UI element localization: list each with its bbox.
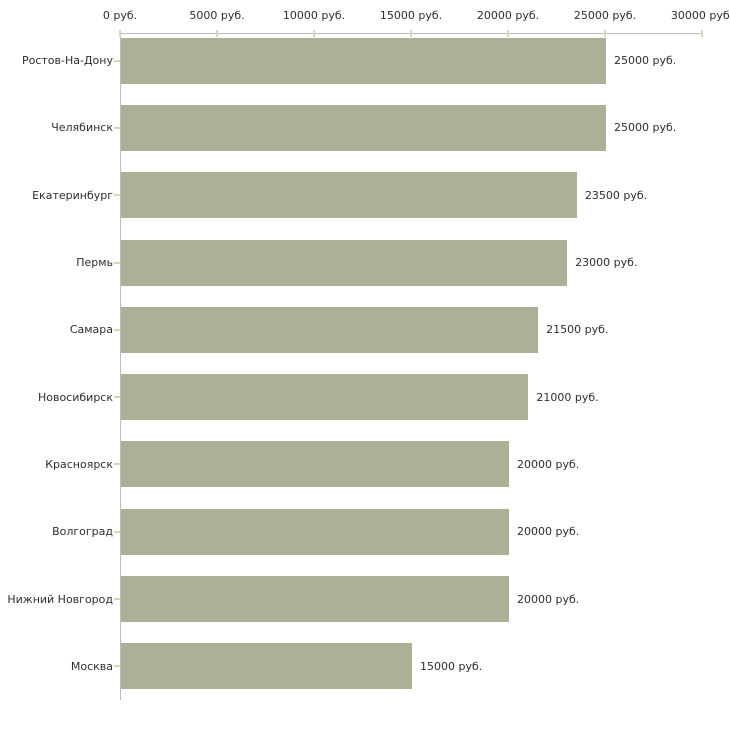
y-axis-tick-mark bbox=[114, 194, 120, 197]
category-label: Красноярск bbox=[45, 457, 113, 471]
y-axis-tick-mark bbox=[114, 126, 120, 129]
category-label: Самара bbox=[69, 323, 113, 337]
y-axis-tick-mark bbox=[114, 665, 120, 668]
category-label: Нижний Новгород bbox=[7, 592, 113, 606]
bar-value-label: 20000 руб. bbox=[517, 525, 580, 539]
bar bbox=[121, 576, 509, 623]
bar-row: 23500 руб. bbox=[121, 162, 721, 229]
bar-value-label: 23500 руб. bbox=[584, 188, 648, 202]
bar-value-label: 25000 руб. bbox=[614, 121, 677, 135]
bar-value-label: 15000 руб. bbox=[420, 659, 483, 673]
x-axis-tick-mark bbox=[507, 30, 509, 37]
x-axis-tick-mark bbox=[216, 30, 218, 37]
y-axis-tick-mark bbox=[114, 396, 120, 399]
bar-row: 20000 руб. bbox=[121, 431, 721, 498]
bar bbox=[121, 239, 568, 286]
x-axis-tick-mark bbox=[701, 30, 703, 37]
bar-value-label: 21500 руб. bbox=[546, 323, 609, 337]
y-axis-tick-mark bbox=[114, 328, 120, 331]
x-axis-tick-label: 25000 руб. bbox=[573, 9, 637, 22]
category-label: Волгоград bbox=[52, 525, 113, 539]
bar bbox=[121, 37, 606, 84]
bar-row: 20000 руб. bbox=[121, 498, 721, 565]
x-axis-tick-label: 30000 руб. bbox=[670, 9, 730, 22]
bar-row: 20000 руб. bbox=[121, 565, 721, 632]
x-axis-tick-label: 5000 руб. bbox=[189, 9, 245, 22]
bar bbox=[121, 508, 509, 555]
bar-row: 23000 руб. bbox=[121, 229, 721, 296]
y-axis-tick-mark bbox=[114, 598, 120, 601]
bar-value-label: 20000 руб. bbox=[517, 457, 580, 471]
bar bbox=[121, 172, 577, 219]
bar bbox=[121, 643, 412, 690]
bar-value-label: 20000 руб. bbox=[517, 592, 580, 606]
x-axis-tick-label: 15000 руб. bbox=[379, 9, 443, 22]
x-axis-tick-mark bbox=[410, 30, 412, 37]
bar-row: 25000 руб. bbox=[121, 94, 721, 161]
bar bbox=[121, 374, 529, 421]
bar-value-label: 23000 руб. bbox=[575, 256, 638, 270]
x-axis-tick-mark bbox=[604, 30, 606, 37]
bar-row: 15000 руб. bbox=[121, 633, 721, 700]
category-label: Челябинск bbox=[51, 121, 113, 135]
y-axis-line bbox=[120, 33, 121, 700]
bar-row: 21500 руб. bbox=[121, 296, 721, 363]
bar-value-label: 21000 руб. bbox=[536, 390, 599, 404]
y-axis-tick-mark bbox=[114, 463, 120, 466]
x-axis-tick-label: 20000 руб. bbox=[476, 9, 540, 22]
x-axis-tick-label: 0 руб. bbox=[102, 9, 138, 22]
x-axis-tick-mark bbox=[119, 30, 121, 37]
bar bbox=[121, 306, 539, 353]
bar-row: 21000 руб. bbox=[121, 363, 721, 430]
bar bbox=[121, 441, 509, 488]
x-axis-tick-label: 10000 руб. bbox=[282, 9, 346, 22]
y-axis-tick-mark bbox=[114, 59, 120, 62]
x-axis-tick-mark bbox=[313, 30, 315, 37]
category-label: Новосибирск bbox=[37, 390, 113, 404]
category-label: Ростов-На-Дону bbox=[21, 54, 113, 68]
x-axis-labels: 0 руб. 5000 руб. 10000 руб. 15000 руб. 20000… bbox=[0, 9, 730, 25]
category-label: Екатеринбург bbox=[32, 188, 113, 202]
bar-value-label: 25000 руб. bbox=[614, 54, 677, 68]
category-labels: Ростов-На-Дону Челябинск Екатеринбург Пермь… bbox=[0, 27, 113, 700]
bar bbox=[121, 104, 606, 151]
y-axis-tick-mark bbox=[114, 530, 120, 533]
bar-rows: 25000 руб. 25000 руб. 23500 руб. 23000 руб.… bbox=[121, 27, 721, 700]
category-label: Москва bbox=[70, 659, 113, 673]
y-axis-tick-mark bbox=[114, 261, 120, 264]
bar-row: 25000 руб. bbox=[121, 27, 721, 94]
category-label: Пермь bbox=[76, 256, 113, 270]
